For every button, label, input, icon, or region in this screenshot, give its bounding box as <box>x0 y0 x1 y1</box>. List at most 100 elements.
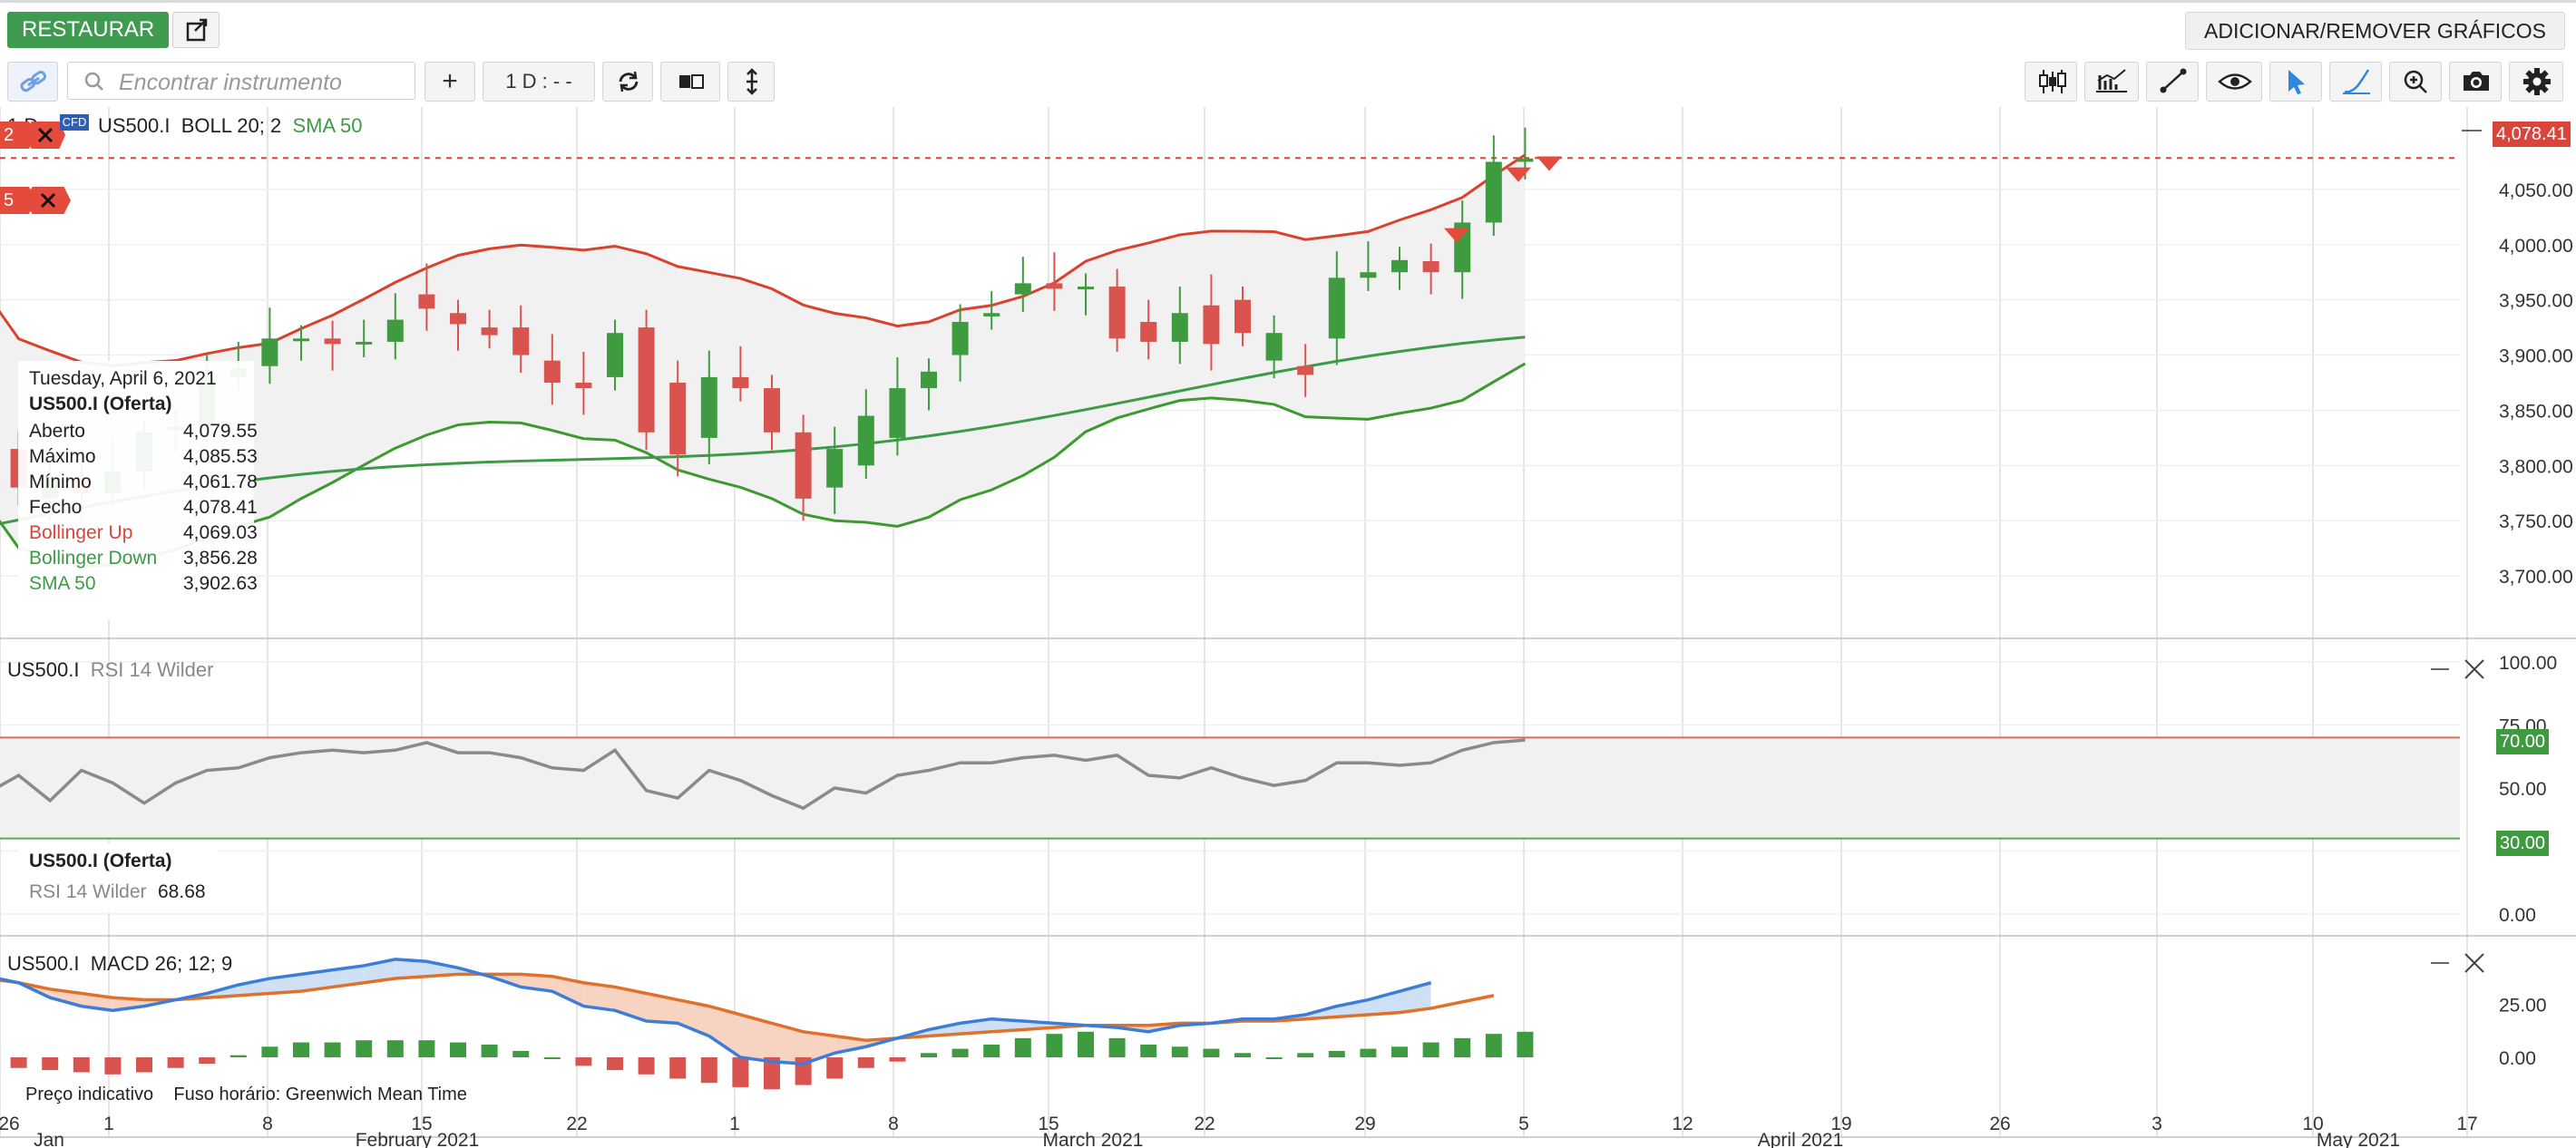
candles-button[interactable] <box>2025 62 2077 102</box>
candle-body <box>638 327 655 433</box>
macd-histogram-bar <box>261 1046 278 1057</box>
macd-histogram-bar <box>1422 1042 1439 1057</box>
macd-histogram-bar <box>104 1057 122 1075</box>
candle-body <box>1297 365 1314 375</box>
layout-button[interactable] <box>660 62 720 102</box>
macd-label[interactable]: MACD 26; 12; 9 <box>90 952 233 975</box>
macd-area-segment <box>144 999 176 1007</box>
rsi-lower-level-tag: 30.00 <box>2496 831 2550 856</box>
macd-histogram-bar <box>356 1040 373 1057</box>
price-panel[interactable] <box>0 127 2460 568</box>
rsi-band-fill <box>0 737 2460 839</box>
vertical-resize-icon <box>746 68 757 95</box>
candle-body <box>1014 283 1031 295</box>
x-day-label: 1 <box>729 1114 740 1134</box>
candle-body <box>700 376 717 438</box>
remove-alert-button[interactable] <box>25 122 65 149</box>
restore-button[interactable]: RESTAURAR <box>7 12 170 48</box>
remove-alert-button-2[interactable] <box>25 187 71 214</box>
macd-histogram-bar <box>983 1044 1000 1057</box>
cursor-button[interactable] <box>2269 62 2322 102</box>
price-tick-label: 3,850.00 <box>2499 401 2573 422</box>
candle-body <box>1265 333 1283 361</box>
candle-body <box>1360 272 1377 278</box>
macd-histogram-bar <box>324 1042 341 1057</box>
macd-histogram-bar <box>1517 1031 1534 1057</box>
cursor-icon <box>2288 70 2305 94</box>
tooltip-row-high: Máximo 4,085.53 <box>29 446 258 467</box>
ohlc-tooltip: Tuesday, April 6, 2021 US500.I (Oferta) … <box>18 361 258 620</box>
zoom-button[interactable] <box>2389 62 2442 102</box>
x-day-label: 12 <box>1672 1114 1693 1134</box>
macd-area-segment <box>678 999 709 1036</box>
candle-body <box>826 449 844 488</box>
visibility-button[interactable] <box>2206 62 2262 102</box>
candle-body <box>293 338 309 342</box>
macd-histogram-bar <box>136 1057 152 1073</box>
tooltip-date: Tuesday, April 6, 2021 <box>29 368 217 389</box>
x-day-label: 3 <box>2152 1114 2162 1134</box>
rsi-panel-title: US500.I RSI 14 Wilder <box>7 658 213 682</box>
rsi-label[interactable]: RSI 14 Wilder <box>90 658 214 681</box>
curve-tool-button[interactable] <box>2329 62 2382 102</box>
macd-histogram-bar <box>1171 1046 1188 1057</box>
settings-button[interactable] <box>2509 62 2563 102</box>
period-selector[interactable]: 1 D : - - <box>483 62 595 102</box>
macd-histogram-bar <box>1328 1050 1345 1057</box>
chart-footer: Preço indicativo Fuso horário: Greenwich… <box>25 1085 467 1105</box>
macd-histogram-bar <box>638 1057 655 1075</box>
draw-line-button[interactable] <box>2146 62 2199 102</box>
macd-histogram-bar <box>1360 1048 1377 1057</box>
vertical-resize-button[interactable] <box>727 62 775 102</box>
close-icon <box>2464 953 2484 973</box>
search-icon <box>84 72 103 91</box>
macd-area-segment <box>1336 999 1369 1017</box>
alert-marker <box>1537 156 1562 171</box>
add-instrument-button[interactable]: + <box>424 62 475 102</box>
tooltip-row-close: Fecho 4,078.41 <box>29 497 258 518</box>
refresh-button[interactable] <box>602 62 653 102</box>
rsi-tick-label: 100.00 <box>2499 653 2557 674</box>
rsi-panel[interactable] <box>0 736 2460 840</box>
alert-marker <box>1506 167 1531 182</box>
macd-area-segment <box>991 1018 1023 1032</box>
search-input-placeholder[interactable]: Encontrar instrumento <box>119 70 342 95</box>
price-tick-label: 3,800.00 <box>2499 456 2573 477</box>
macd-histogram-bar <box>764 1057 780 1090</box>
rsi-tooltip: US500.I (Oferta) RSI 14 Wilder 68.68 <box>18 843 218 912</box>
candle-body <box>889 388 906 438</box>
add-remove-charts-button[interactable]: ADICIONAR/REMOVER GRÁFICOS <box>2185 12 2565 50</box>
link-button[interactable] <box>7 62 58 102</box>
minimize-main-button[interactable] <box>2460 122 2483 140</box>
macd-histogram-bar <box>167 1057 184 1068</box>
macd-panel-title: US500.I MACD 26; 12; 9 <box>7 952 232 976</box>
chart-area[interactable]: 4,050.00 4,000.00 3,950.00 3,900.00 3,850.00… <box>0 107 2576 1148</box>
x-day-label: 22 <box>566 1114 587 1134</box>
x-month-label: May 2021 <box>2317 1130 2400 1148</box>
boll-label[interactable]: BOLL 20; 2 <box>181 114 282 137</box>
sma-label[interactable]: SMA 50 <box>292 114 363 137</box>
macd-area-segment <box>426 961 458 977</box>
candle-body <box>1078 287 1094 290</box>
macd-histogram-bar <box>229 1055 247 1057</box>
macd-histogram-bar <box>1391 1046 1408 1057</box>
x-day-label: 15 <box>1038 1114 1059 1134</box>
open-external-button[interactable] <box>172 12 220 48</box>
screenshot-button[interactable] <box>2449 62 2502 102</box>
rsi-tooltip-instrument: US500.I (Oferta) <box>29 851 172 871</box>
bollinger-band-fill <box>0 154 1526 567</box>
x-day-label: 10 <box>2302 1114 2323 1134</box>
rsi-tooltip-value: 68.68 <box>158 881 206 902</box>
macd-histogram-bar <box>1454 1037 1471 1057</box>
candle-body <box>386 319 404 342</box>
instrument-search[interactable]: Encontrar instrumento <box>67 62 415 100</box>
x-day-label: 15 <box>411 1114 432 1134</box>
candle-body <box>418 294 435 309</box>
macd-histogram-bar <box>199 1057 216 1065</box>
macd-panel[interactable] <box>0 958 1534 1090</box>
indicators-button[interactable] <box>2084 62 2139 102</box>
price-tick-label: 3,950.00 <box>2499 291 2573 312</box>
macd-area-segment <box>740 1015 772 1062</box>
candle-body <box>1140 322 1157 342</box>
draw-line-icon <box>2160 68 2187 93</box>
